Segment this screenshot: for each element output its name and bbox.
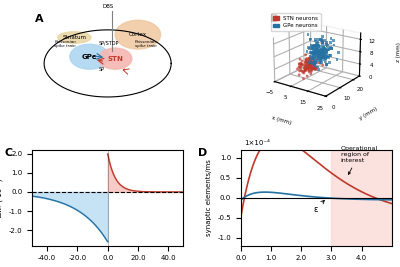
Text: ε: ε: [313, 200, 324, 214]
Text: C: C: [5, 148, 13, 158]
Text: SP: SP: [98, 67, 104, 72]
Text: GPe: GPe: [82, 54, 97, 60]
Text: D: D: [198, 148, 208, 158]
Text: Poissonian
spike train: Poissonian spike train: [54, 40, 76, 48]
Y-axis label: y (mm): y (mm): [358, 106, 378, 121]
Circle shape: [115, 20, 160, 49]
Text: 1×10⁻⁴: 1×10⁻⁴: [244, 140, 270, 146]
Circle shape: [98, 48, 132, 69]
X-axis label: x (mm): x (mm): [271, 115, 292, 125]
Y-axis label: synaptic elements/ms: synaptic elements/ms: [206, 159, 212, 236]
Text: B: B: [270, 14, 279, 23]
Bar: [332, 150, 392, 246]
Text: SP/STDP: SP/STDP: [99, 40, 119, 45]
Text: DBS: DBS: [102, 4, 113, 9]
Text: STN: STN: [107, 56, 123, 62]
Legend: STN neurons, GPe neurons: STN neurons, GPe neurons: [271, 13, 320, 31]
Text: Poissonian
spike train: Poissonian spike train: [134, 40, 156, 48]
Y-axis label: Δwᵢʲ (·10⁻³): Δwᵢʲ (·10⁻³): [0, 178, 3, 217]
Text: Cortex: Cortex: [129, 32, 147, 37]
Circle shape: [70, 44, 109, 69]
Text: A: A: [35, 14, 44, 23]
Text: Operational
region of
interest: Operational region of interest: [340, 146, 378, 174]
Ellipse shape: [58, 32, 91, 43]
Text: Striatum: Striatum: [62, 35, 86, 40]
